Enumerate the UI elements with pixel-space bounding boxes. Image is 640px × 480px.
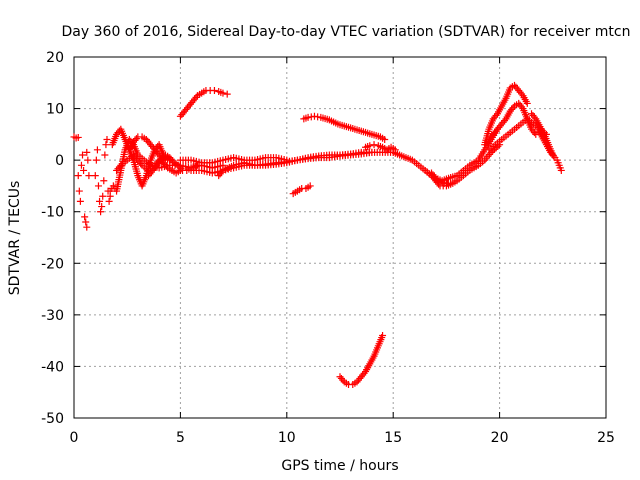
data-point (91, 172, 99, 180)
data-point (501, 117, 509, 125)
x-axis-label: GPS time / hours (281, 458, 398, 474)
data-point (523, 99, 531, 107)
data-point (532, 130, 540, 138)
data-point (154, 149, 162, 157)
axis-ticks (73, 56, 607, 419)
data-markers (70, 81, 565, 388)
data-point (92, 156, 100, 164)
data-point (82, 218, 90, 226)
data-point (430, 172, 438, 180)
data-point (100, 177, 108, 185)
data-point (103, 136, 111, 144)
x-tick-label: 5 (176, 430, 185, 446)
data-point (83, 223, 91, 231)
data-point (97, 208, 105, 216)
data-point (368, 148, 376, 156)
data-point (549, 151, 557, 159)
data-point (169, 157, 177, 165)
data-point (83, 148, 91, 156)
chart-title: Day 360 of 2016, Sidereal Day-to-day VTE… (62, 24, 631, 40)
data-point (94, 182, 102, 190)
y-axis-label: SDTVAR / TECUs (7, 181, 23, 296)
data-point (223, 90, 231, 98)
data-point (177, 165, 185, 173)
data-point (74, 172, 82, 180)
data-point (80, 166, 88, 174)
x-tick-label: 0 (70, 430, 79, 446)
data-point (370, 141, 378, 149)
data-point (96, 197, 104, 205)
x-tick-label: 20 (491, 430, 509, 446)
data-point (509, 104, 517, 112)
x-tick-label: 15 (384, 430, 402, 446)
data-point (518, 103, 526, 111)
y-tick-label: -40 (41, 359, 64, 375)
data-point (81, 213, 89, 221)
data-point (85, 172, 93, 180)
data-point (105, 197, 113, 205)
data-point (76, 197, 84, 205)
y-tick-label: -10 (41, 205, 64, 221)
data-point (435, 180, 443, 188)
data-point (93, 146, 101, 154)
data-point (137, 160, 145, 168)
data-point (218, 168, 226, 176)
y-tick-labels: -50 -40 -30 -20 -10 0 10 20 (41, 50, 64, 427)
data-point (492, 111, 500, 119)
data-point (210, 87, 218, 95)
data-point (360, 369, 368, 377)
data-point (381, 136, 389, 144)
data-point (219, 89, 227, 97)
data-point (98, 203, 106, 211)
data-point (339, 376, 347, 384)
data-point (75, 187, 83, 195)
grid (74, 57, 606, 418)
data-point (77, 161, 85, 169)
data-point (99, 192, 107, 200)
data-point (557, 166, 565, 174)
y-tick-label: 20 (46, 50, 64, 66)
data-point (132, 135, 140, 143)
data-point (379, 331, 387, 339)
data-point (518, 90, 526, 98)
data-point (79, 151, 87, 159)
data-point (101, 151, 109, 159)
data-point (74, 133, 82, 141)
y-tick-label: -50 (41, 411, 64, 427)
y-tick-label: 0 (55, 153, 64, 169)
data-point (192, 93, 200, 101)
data-point (102, 141, 110, 149)
data-point (84, 156, 92, 164)
y-tick-label: -20 (41, 256, 64, 272)
data-point (530, 113, 538, 121)
x-tick-label: 10 (278, 430, 296, 446)
data-point (283, 156, 291, 164)
data-point (115, 163, 123, 171)
data-point (366, 142, 374, 150)
x-tick-label: 25 (597, 430, 615, 446)
x-tick-labels: 0 5 10 15 20 25 (70, 430, 615, 446)
y-tick-label: 10 (46, 102, 64, 118)
plot-frame (73, 56, 607, 419)
data-point (306, 182, 314, 190)
y-tick-label: -30 (41, 308, 64, 324)
data-point (193, 161, 201, 169)
data-point (162, 162, 170, 170)
